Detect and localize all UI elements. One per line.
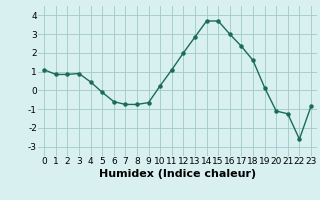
- X-axis label: Humidex (Indice chaleur): Humidex (Indice chaleur): [99, 169, 256, 179]
